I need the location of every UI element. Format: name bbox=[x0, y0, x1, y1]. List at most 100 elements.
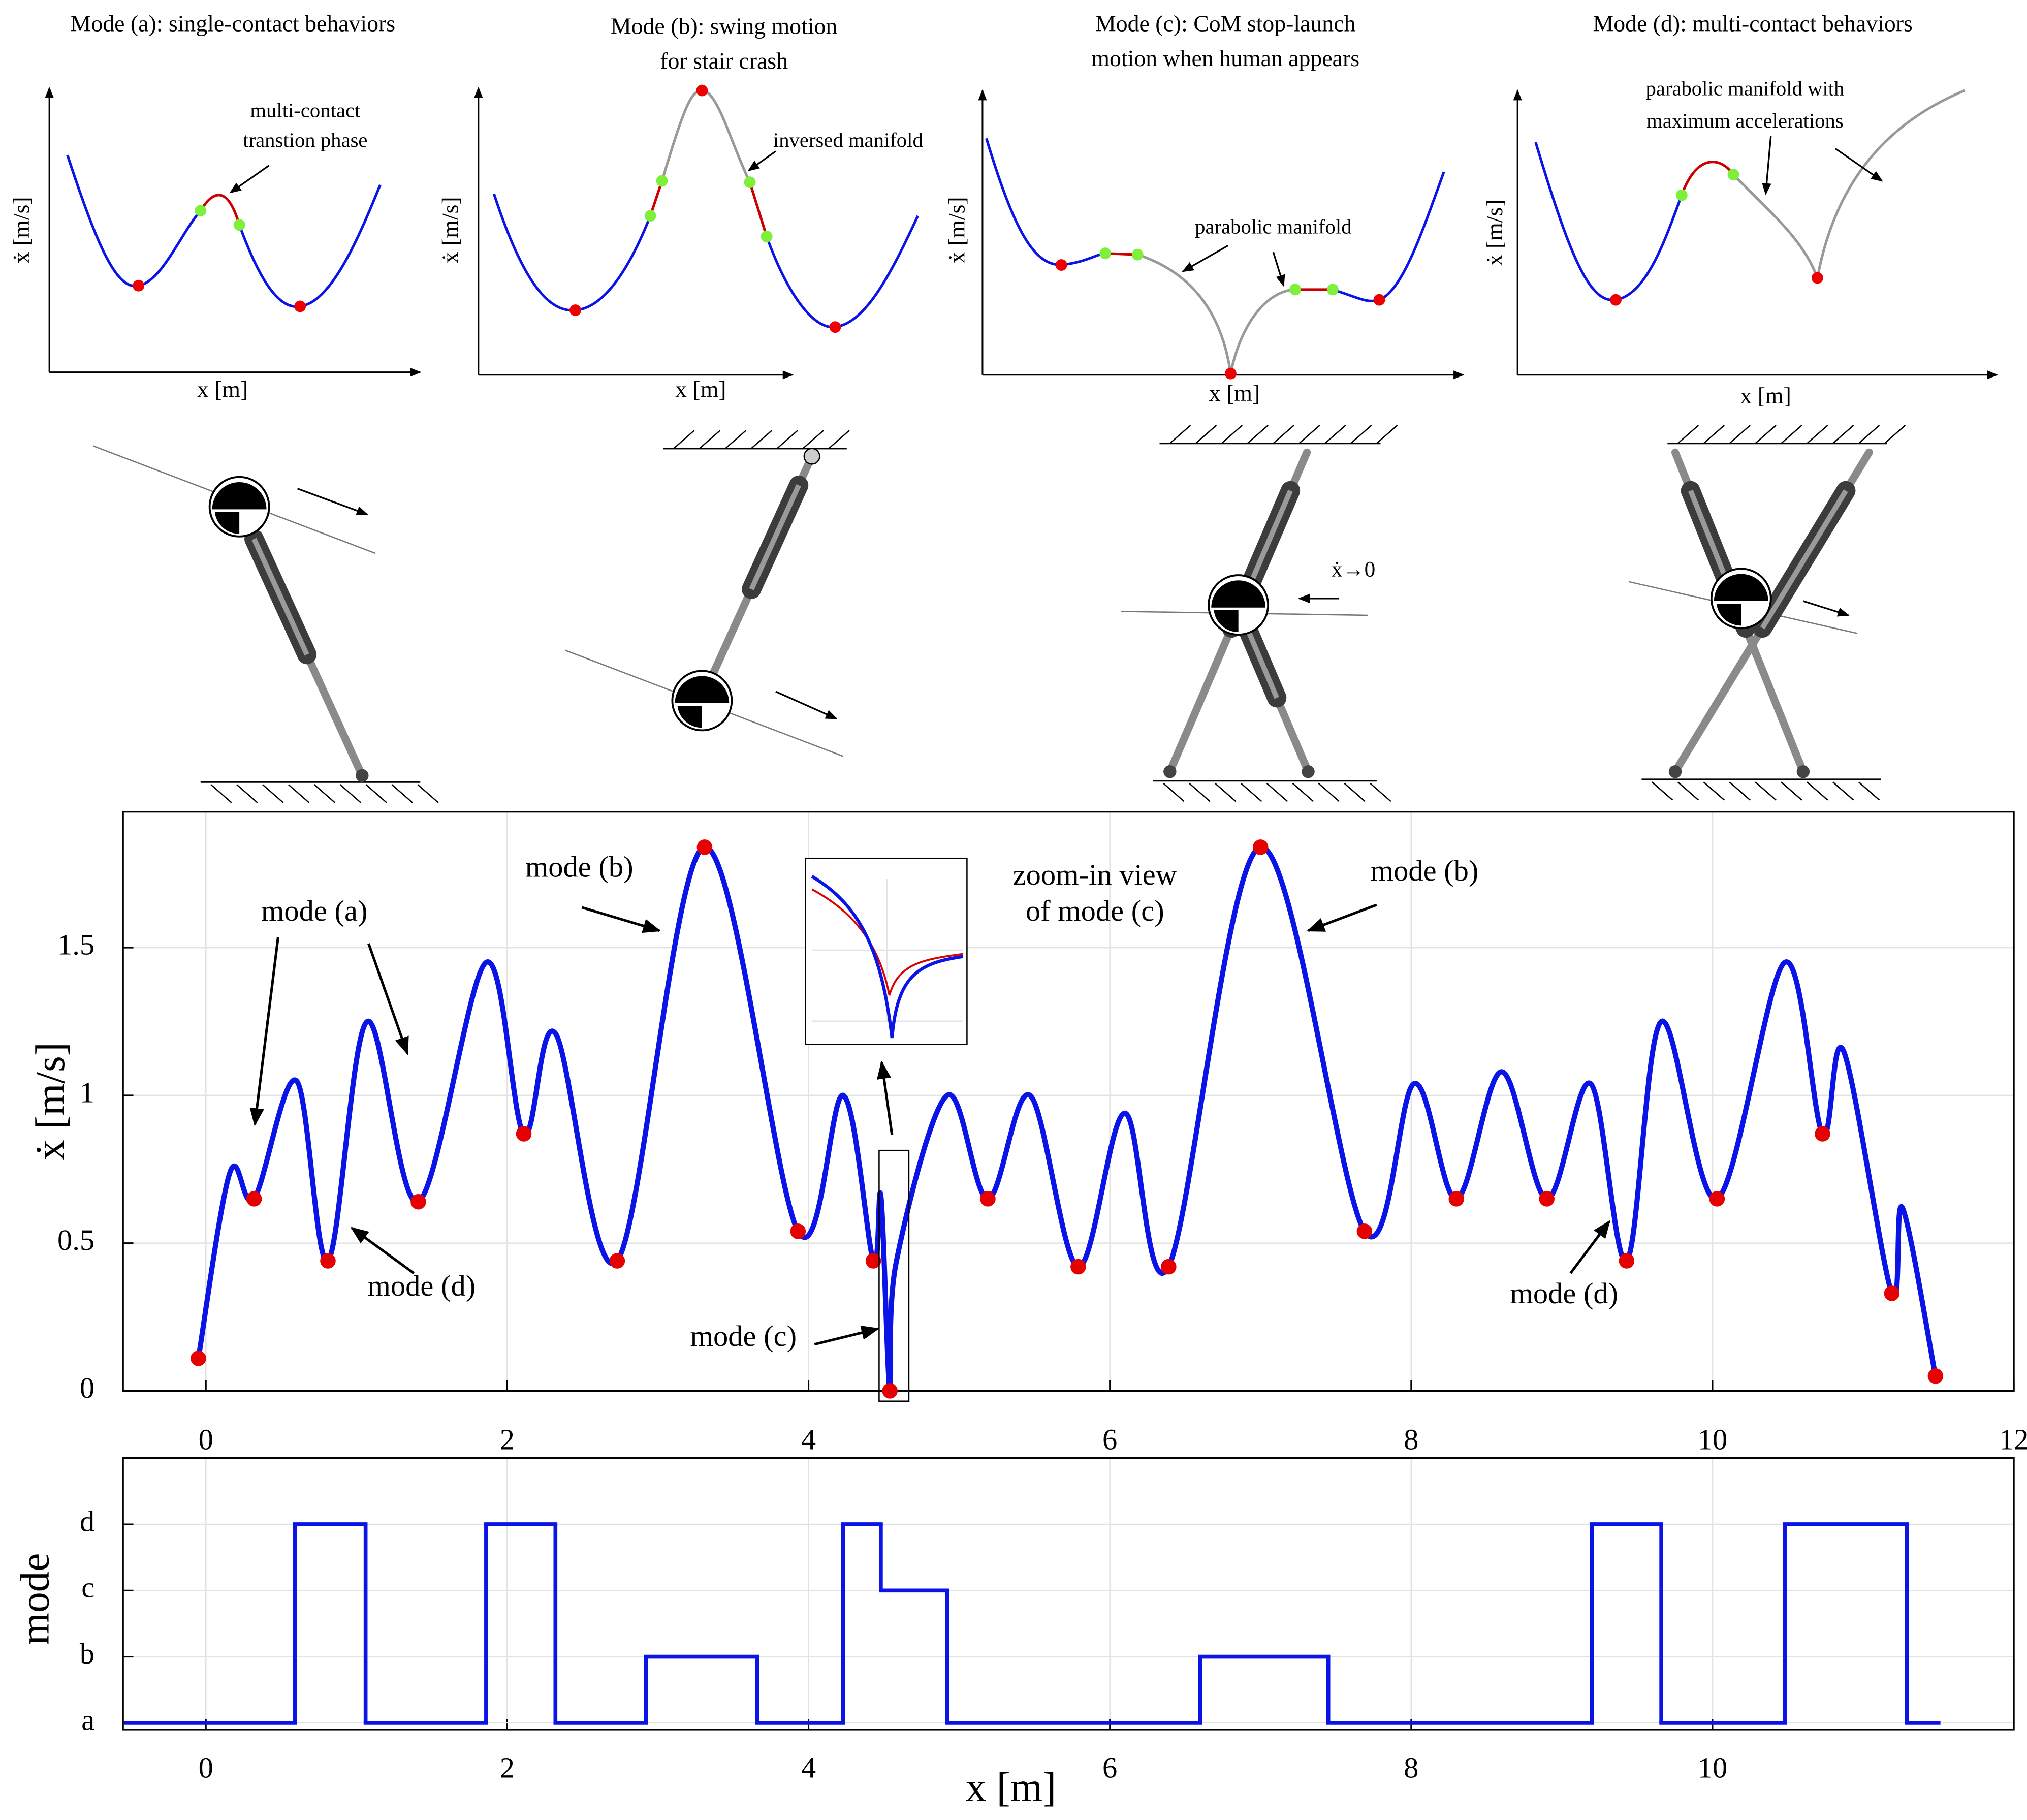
marker-dot bbox=[516, 1126, 532, 1142]
arrow bbox=[1569, 1220, 1610, 1274]
hatch bbox=[1651, 781, 1673, 801]
hatch bbox=[1677, 425, 1699, 444]
y-tick-label: b bbox=[80, 1637, 94, 1670]
hatch bbox=[1292, 782, 1314, 802]
marker-dot bbox=[790, 1223, 806, 1239]
panel-title: motion when human appears bbox=[1091, 45, 1359, 71]
robot-label: ẋ→0 bbox=[1332, 557, 1375, 581]
com-ball-quarter bbox=[1716, 604, 1741, 626]
x-tick-label: 8 bbox=[1404, 1751, 1418, 1784]
x-tick-label: 0 bbox=[199, 1423, 213, 1456]
hatch bbox=[1755, 781, 1777, 801]
axis-label: ẋ [m/s] bbox=[944, 197, 970, 263]
marker-dot bbox=[1448, 1191, 1465, 1207]
marker-dot bbox=[696, 839, 713, 855]
hatch bbox=[1781, 781, 1802, 801]
hatch bbox=[1247, 425, 1269, 444]
pivot bbox=[803, 448, 820, 465]
hatch bbox=[236, 784, 258, 803]
com-ball-quarter bbox=[677, 706, 702, 728]
hatch bbox=[1781, 425, 1802, 444]
annotation: inversed manifold bbox=[773, 129, 923, 151]
marker-dot bbox=[1927, 1368, 1944, 1384]
panel-title: for stair crash bbox=[660, 48, 788, 74]
x-tick-label: 12 bbox=[1999, 1423, 2027, 1456]
x-tick-label: 6 bbox=[1102, 1751, 1117, 1784]
hatch bbox=[828, 430, 850, 449]
marker-dot bbox=[1709, 1191, 1725, 1207]
com-ball-quarter bbox=[1214, 610, 1239, 633]
hatch bbox=[288, 784, 310, 803]
marker-dot bbox=[320, 1253, 336, 1269]
marker-dot bbox=[1161, 1259, 1177, 1275]
hatch bbox=[1807, 781, 1828, 801]
annotation: parabolic manifold with bbox=[1645, 77, 1844, 100]
hatch bbox=[1370, 782, 1391, 802]
axis-label: x [m] bbox=[197, 376, 248, 402]
axis-label: ẋ [m/s] bbox=[437, 197, 463, 263]
hatch bbox=[1195, 425, 1217, 444]
annotation: parabolic manifold bbox=[1195, 215, 1351, 238]
x-tick-label: 2 bbox=[500, 1423, 515, 1456]
joint bbox=[1163, 765, 1177, 778]
x-tick-label: 4 bbox=[801, 1751, 816, 1784]
leg-highlight bbox=[749, 484, 801, 590]
schematic-dots bbox=[133, 84, 1823, 380]
y-axis-label: mode bbox=[11, 1553, 57, 1645]
arrow bbox=[350, 1227, 415, 1274]
annotation: maximum accelerations bbox=[1646, 109, 1844, 132]
leg-highlight bbox=[1244, 626, 1279, 699]
hatch bbox=[724, 430, 747, 449]
x-tick-label: 6 bbox=[1102, 1423, 1117, 1456]
hatch bbox=[1169, 425, 1191, 444]
marker-dot bbox=[609, 1253, 625, 1269]
x-tick-label: 8 bbox=[1404, 1423, 1418, 1456]
arrow bbox=[876, 1060, 894, 1136]
marker-dot bbox=[246, 1191, 262, 1207]
joint bbox=[1796, 765, 1810, 778]
marker-dot bbox=[1619, 1253, 1635, 1269]
plot-area bbox=[123, 811, 2014, 1391]
zoom-inset bbox=[805, 857, 968, 1402]
annotation: mode (d) bbox=[1510, 1277, 1618, 1310]
marker-dot bbox=[980, 1191, 996, 1207]
hatch bbox=[1273, 425, 1294, 444]
y-tick-label: 0 bbox=[80, 1371, 94, 1404]
hatch bbox=[417, 784, 439, 803]
x-tick-label: 0 bbox=[199, 1751, 213, 1784]
hatch bbox=[1344, 782, 1366, 802]
joint bbox=[356, 769, 369, 782]
hatch bbox=[365, 784, 387, 803]
x-axis-label: x [m] bbox=[966, 1764, 1057, 1810]
annotation: zoom-in view bbox=[1013, 858, 1177, 891]
hatch bbox=[339, 784, 362, 803]
hatch bbox=[1832, 781, 1854, 801]
hatch bbox=[1884, 425, 1906, 444]
annotation: multi-contact bbox=[250, 99, 361, 122]
marker-dot bbox=[882, 1383, 898, 1399]
com-ball-top bbox=[1211, 580, 1266, 608]
com-ball-top bbox=[1714, 574, 1768, 601]
hatch bbox=[1189, 782, 1211, 802]
marker-dot bbox=[1884, 1285, 1900, 1301]
marker-dot bbox=[191, 1351, 206, 1366]
velocity-line bbox=[196, 844, 1938, 1395]
hatch bbox=[1858, 425, 1880, 444]
annotation: mode (d) bbox=[367, 1269, 476, 1302]
hatch bbox=[1266, 782, 1288, 802]
hatch bbox=[1221, 425, 1243, 444]
leg-highlight bbox=[251, 538, 309, 656]
axis-label: x [m] bbox=[1740, 383, 1791, 409]
marker-dot bbox=[1815, 1126, 1830, 1142]
arrow bbox=[1306, 903, 1377, 932]
hatch bbox=[391, 784, 413, 803]
com-ball-quarter bbox=[214, 512, 240, 534]
hatch bbox=[262, 784, 284, 803]
hatch bbox=[1729, 781, 1751, 801]
panel-title: Mode (a): single-contact behaviors bbox=[71, 10, 395, 36]
joint bbox=[1668, 765, 1682, 778]
hatch bbox=[1807, 425, 1828, 444]
com-ball-top bbox=[212, 482, 267, 510]
x-tick-label: 4 bbox=[801, 1423, 816, 1456]
